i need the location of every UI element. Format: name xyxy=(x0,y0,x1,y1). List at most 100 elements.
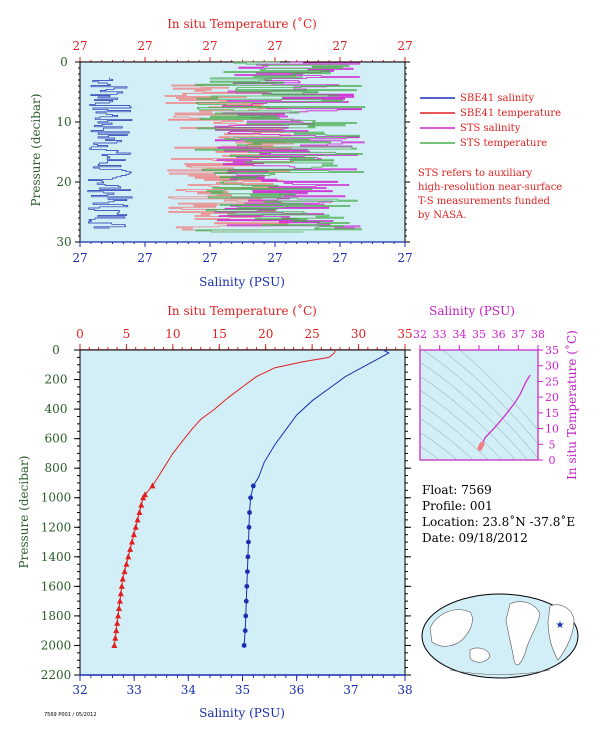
map-land-americas xyxy=(505,601,541,666)
footer-small-text: 7569 P001 / 05/2012 xyxy=(44,712,97,718)
main-salinity-tick-label: 33 xyxy=(127,683,142,697)
temperature-point-marker xyxy=(140,494,147,501)
main-temperature-tick-label: 10 xyxy=(165,327,180,341)
main-pressure-tick-label: 1000 xyxy=(41,491,72,505)
location: Location: 23.8˚N -37.8˚E xyxy=(422,514,575,529)
date: Date: 09/18/2012 xyxy=(422,531,528,545)
legend-note-line-1: STS refers to auxiliary xyxy=(418,168,533,179)
main-salinity-tick-label: 34 xyxy=(181,683,197,697)
salinity-point-marker xyxy=(243,613,249,619)
ts-salinity-tick-label: 35 xyxy=(472,328,486,341)
ts-panel: Salinity (PSU) 32 33 34 35 36 37 38 0 5 10 15 20 25… xyxy=(413,304,579,480)
main-panel-temperature-title: In situ Temperature (˚C) xyxy=(167,303,317,318)
ts-temperature-tick-label: 25 xyxy=(545,375,559,388)
ts-salinity-tick-label: 32 xyxy=(413,328,427,341)
main-pressure-tick-label: 200 xyxy=(45,373,68,387)
ts-panel-density-contours xyxy=(420,350,538,460)
salinity-point-marker xyxy=(241,643,247,648)
main-salinity-tick-label: 38 xyxy=(397,683,412,697)
main-pressure-tick-label: 0 xyxy=(52,343,60,357)
temperature-point-marker xyxy=(111,641,118,648)
ts-temperature-tick-label: 5 xyxy=(549,438,556,451)
main-pressure-tick-label: 800 xyxy=(45,461,68,475)
main-panel-plot-area xyxy=(79,349,406,676)
salinity-point-marker xyxy=(244,569,250,574)
ts-temperature-tick-label: 10 xyxy=(545,423,559,436)
top-salinity-tick-label: 27 xyxy=(72,251,87,265)
temperature-point-marker xyxy=(138,501,145,508)
float-info: Float: 7569 Profile: 001 Location: 23.8˚… xyxy=(422,483,575,545)
main-panel-pressure-ticks: 0 200 400 600 800 1000 1200 1400 1600 1800 2000 220… xyxy=(41,343,411,682)
top-panel-salinity-label: Salinity (PSU) xyxy=(199,275,285,289)
main-temperature-tick-label: 5 xyxy=(123,327,131,341)
density-contour xyxy=(422,350,538,459)
temperature-point-marker xyxy=(116,597,123,604)
top-panel-temperature-title: In situ Temperature (˚C) xyxy=(167,16,317,31)
ts-salinity-tick-label: 36 xyxy=(492,328,506,341)
main-panel-temperature-ticks: 0 5 10 15 20 25 30 35 xyxy=(76,327,413,351)
temperature-point-marker xyxy=(129,538,135,545)
salinity-point-marker xyxy=(243,598,249,604)
map-land-australia xyxy=(469,647,491,663)
top-panel-traces xyxy=(87,61,366,233)
ts-salinity-tick-label: 33 xyxy=(433,328,447,341)
main-salinity-tick-label: 32 xyxy=(72,683,87,697)
ts-panel-temperature-label: In situ Temperature (˚C) xyxy=(564,330,579,480)
temperature-point-marker xyxy=(121,568,128,575)
ts-panel-plot-area xyxy=(419,349,539,461)
legend-item-sts-temperature: STS temperature xyxy=(460,138,547,149)
main-pressure-tick-label: 2200 xyxy=(41,668,72,682)
main-panel-pressure-label: Pressure (decibar) xyxy=(17,456,31,569)
ts-point-marker xyxy=(479,441,485,447)
top-temperature-tick-label: 27 xyxy=(72,39,87,53)
float-id: Float: 7569 xyxy=(422,483,492,497)
ts-salinity-tick-label: 34 xyxy=(452,328,466,341)
ts-panel-salinity-title: Salinity (PSU) xyxy=(429,304,515,318)
temperature-point-marker xyxy=(112,634,119,641)
temperature-point-marker xyxy=(125,553,132,560)
sts-temperature-trace xyxy=(194,61,366,233)
temperature-point-marker xyxy=(132,523,139,530)
main-panel-salinity-label: Salinity (PSU) xyxy=(199,706,285,720)
top-pressure-tick-label: 0 xyxy=(60,55,68,69)
salinity-point-marker xyxy=(250,483,256,489)
legend: SBE41 salinity SBE41 temperature STS sal… xyxy=(418,93,562,221)
density-contour xyxy=(441,350,538,445)
top-salinity-tick-label: 27 xyxy=(332,251,347,265)
main-salinity-tick-label: 36 xyxy=(289,683,304,697)
top-temperature-tick-label: 27 xyxy=(397,39,412,53)
salinity-point-marker xyxy=(248,495,254,501)
map-land-asia-australia xyxy=(429,609,473,647)
legend-note-line-3: T-S measurements funded xyxy=(418,196,550,207)
top-temperature-tick-label: 27 xyxy=(137,39,152,53)
main-pressure-tick-label: 2000 xyxy=(41,638,72,652)
ts-panel-salinity-ticks: 32 33 34 35 36 37 38 xyxy=(413,328,545,350)
main-pressure-tick-label: 1800 xyxy=(41,609,72,623)
temperature-point-marker xyxy=(114,619,121,626)
main-panel-traces xyxy=(111,349,390,648)
temperature-point-marker xyxy=(134,516,141,523)
main-temperature-tick-label: 0 xyxy=(76,327,84,341)
salinity-point-marker xyxy=(244,583,250,589)
ts-point-marker xyxy=(477,445,483,451)
main-salinity-tick-label: 37 xyxy=(343,683,358,697)
temperature-point-marker xyxy=(127,545,134,552)
main-pressure-tick-label: 400 xyxy=(45,402,68,416)
density-contour xyxy=(420,431,458,460)
main-temperature-tick-label: 30 xyxy=(351,327,366,341)
top-salinity-tick-label: 27 xyxy=(137,251,152,265)
legend-item-sts-salinity: STS salinity xyxy=(460,123,521,134)
density-contour xyxy=(420,403,489,460)
top-panel-temperature-ticks: 27 27 27 27 27 27 xyxy=(72,39,413,63)
legend-note-line-2: high-resolution near-surface xyxy=(418,182,562,193)
top-temperature-tick-label: 27 xyxy=(267,39,282,53)
sbe41-salinity-trace xyxy=(87,77,133,229)
temperature-point-marker xyxy=(117,590,124,597)
main-temperature-tick-label: 20 xyxy=(258,327,273,341)
float-location-star-icon: ★ xyxy=(556,620,565,631)
temperature-point-marker xyxy=(149,482,156,489)
temperature-point-marker xyxy=(123,560,130,567)
salinity-point-marker xyxy=(246,539,251,545)
top-pressure-tick-label: 30 xyxy=(56,235,71,249)
temperature-point-marker xyxy=(136,509,143,515)
